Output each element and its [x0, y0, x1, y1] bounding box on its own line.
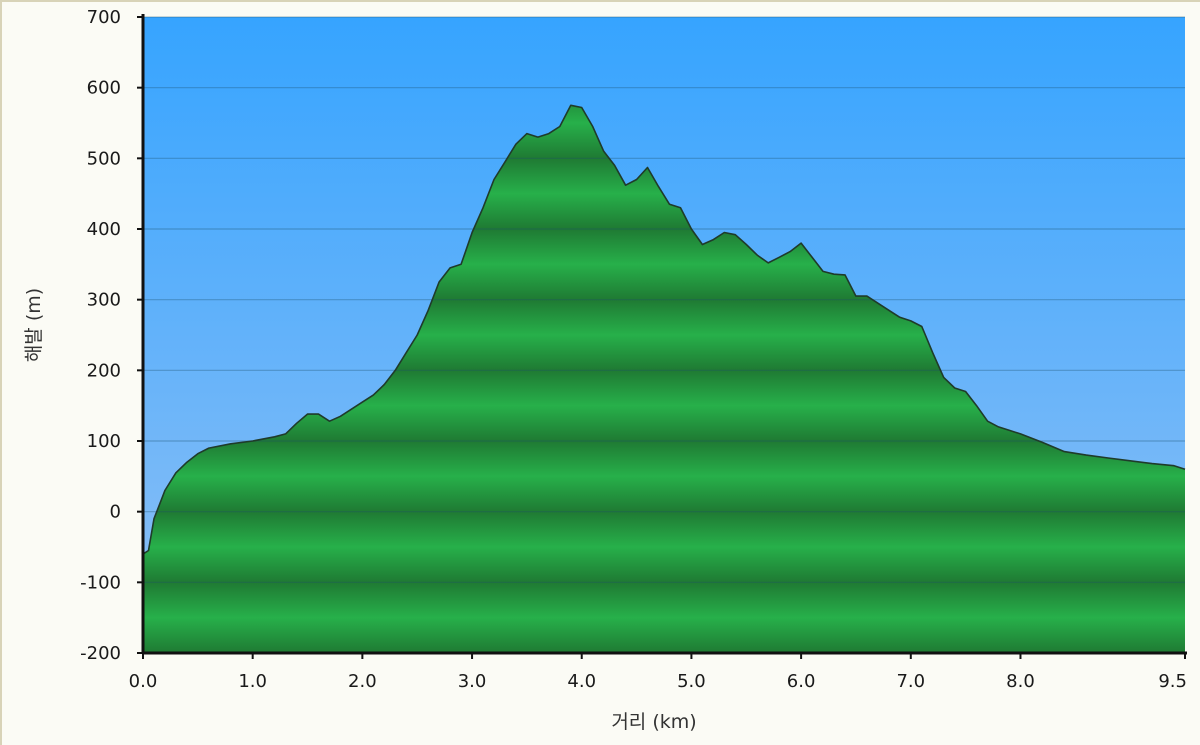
- y-tick-label: 400: [87, 219, 121, 240]
- y-tick-label: 200: [87, 360, 121, 381]
- x-tick-label: 0.0: [129, 671, 158, 692]
- elevation-area-layer: [143, 105, 1185, 654]
- y-tick-label: 0: [110, 502, 121, 523]
- y-tick-label: 100: [87, 431, 121, 452]
- y-tick-label: 300: [87, 290, 121, 311]
- y-tick-label: 600: [87, 78, 121, 99]
- elevation-area: [143, 105, 1185, 654]
- y-tick-label: -100: [80, 572, 121, 593]
- y-tick-labels: 700 600 500 400 300 200 100 0 -100 -200: [80, 7, 121, 664]
- y-axis-title: 해발 (m): [23, 288, 45, 362]
- elevation-line-layer: [142, 104, 1186, 555]
- y-tick-label: -200: [80, 643, 121, 664]
- x-tick-label: 8.0: [1006, 671, 1035, 692]
- x-tick-label: 2.0: [348, 671, 377, 692]
- x-tick-label: 5.0: [677, 671, 706, 692]
- x-tick-labels: 0.0 1.0 2.0 3.0 4.0 5.0 6.0 7.0 8.0 9.5: [129, 671, 1187, 692]
- x-tick-label: 3.0: [458, 671, 487, 692]
- y-tick-label: 500: [87, 148, 121, 169]
- x-tick-label: 9.5: [1158, 671, 1187, 692]
- x-tick-label: 6.0: [787, 671, 816, 692]
- x-axis-title: 거리 (km): [611, 711, 696, 733]
- x-tick-label: 7.0: [896, 671, 925, 692]
- x-tick-label: 4.0: [567, 671, 596, 692]
- axes: [137, 14, 1187, 659]
- x-tick-label: 1.0: [238, 671, 267, 692]
- y-tick-label: 700: [87, 7, 121, 28]
- elevation-line: [142, 104, 1186, 555]
